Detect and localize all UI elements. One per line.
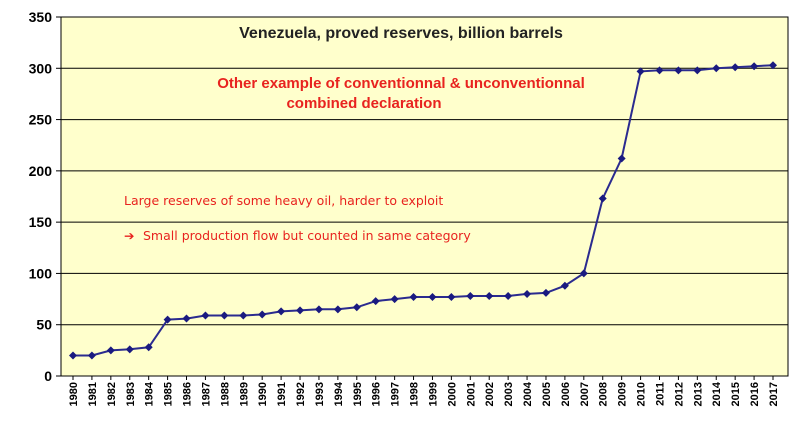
data-point-1989 xyxy=(239,311,248,320)
annotation-note-heavy-oil: Large reserves of some heavy oil, harder… xyxy=(124,193,443,208)
data-point-2016 xyxy=(750,62,759,71)
xtick-label-1991: 1991 xyxy=(276,382,288,406)
annotation-headline-line1: Other example of conventionnal & unconve… xyxy=(217,75,585,92)
xtick-label-1986: 1986 xyxy=(182,382,194,406)
data-point-2012 xyxy=(674,66,683,75)
xtick-label-2007: 2007 xyxy=(579,382,591,406)
xtick-label-1985: 1985 xyxy=(163,382,175,406)
series-markers xyxy=(69,61,777,360)
data-point-1994 xyxy=(333,305,342,314)
xtick-label-1983: 1983 xyxy=(125,382,137,406)
data-point-2001 xyxy=(466,291,475,300)
xtick-label-1998: 1998 xyxy=(409,382,421,406)
ytick-label-100: 100 xyxy=(29,265,53,281)
data-point-1988 xyxy=(220,311,229,320)
data-point-2000 xyxy=(447,293,456,302)
ytick-label-0: 0 xyxy=(44,368,52,384)
gridlines xyxy=(61,67,788,326)
data-point-1991 xyxy=(277,307,286,316)
data-point-2005 xyxy=(541,288,550,297)
xtick-label-2009: 2009 xyxy=(617,382,629,406)
xtick-label-1999: 1999 xyxy=(427,382,439,406)
data-point-2017 xyxy=(769,61,777,70)
xtick-label-2006: 2006 xyxy=(560,382,572,406)
xtick-label-2001: 2001 xyxy=(465,382,477,406)
xtick-label-1989: 1989 xyxy=(238,382,250,406)
ytick-label-250: 250 xyxy=(29,112,53,128)
xtick-label-1987: 1987 xyxy=(200,382,212,406)
xtick-label-2003: 2003 xyxy=(503,382,515,406)
xtick-label-1981: 1981 xyxy=(87,382,99,406)
data-point-1996 xyxy=(371,297,380,306)
plot-area xyxy=(60,16,789,377)
xtick-label-1996: 1996 xyxy=(371,382,383,406)
xtick-label-2008: 2008 xyxy=(598,382,610,406)
xtick-label-2000: 2000 xyxy=(446,382,458,406)
xtick-label-1997: 1997 xyxy=(390,382,402,406)
xtick-label-2016: 2016 xyxy=(749,382,761,406)
data-point-1998 xyxy=(409,293,418,302)
xtick-label-1988: 1988 xyxy=(219,382,231,406)
xtick-label-1994: 1994 xyxy=(333,381,345,406)
data-point-1986 xyxy=(182,314,191,323)
data-point-2009 xyxy=(617,154,626,163)
data-point-1992 xyxy=(296,306,305,315)
chart-title: Venezuela, proved reserves, billion barr… xyxy=(239,25,563,42)
xtick-label-1995: 1995 xyxy=(352,382,364,406)
ytick-label-300: 300 xyxy=(29,60,53,76)
xtick-label-2017: 2017 xyxy=(768,382,780,406)
xtick-label-2010: 2010 xyxy=(636,382,648,406)
data-point-2004 xyxy=(523,289,532,298)
xtick-label-1992: 1992 xyxy=(295,382,307,406)
data-point-2003 xyxy=(504,291,513,300)
data-point-1993 xyxy=(314,305,323,314)
data-point-2002 xyxy=(485,291,494,300)
data-point-1995 xyxy=(352,303,361,312)
xtick-label-1984: 1984 xyxy=(144,381,156,406)
xtick-label-2012: 2012 xyxy=(673,382,685,406)
data-point-1981 xyxy=(87,351,96,360)
data-point-1982 xyxy=(106,346,115,355)
data-point-2007 xyxy=(579,269,588,278)
ytick-label-50: 50 xyxy=(36,317,52,333)
ytick-label-150: 150 xyxy=(29,214,53,230)
data-point-1980 xyxy=(69,351,77,360)
xtick-label-1993: 1993 xyxy=(314,382,326,406)
annotation-note-production-flow: Small production flow but counted in sam… xyxy=(143,228,471,243)
data-point-2010 xyxy=(636,67,645,76)
xtick-label-1980: 1980 xyxy=(68,382,80,406)
data-point-2008 xyxy=(598,194,607,203)
data-point-2006 xyxy=(560,281,569,290)
annotation-headline-line2: combined declaration xyxy=(286,95,441,112)
data-point-2014 xyxy=(712,64,721,73)
data-point-1984 xyxy=(144,343,153,352)
data-point-2013 xyxy=(693,66,702,75)
xtick-label-1982: 1982 xyxy=(106,382,118,406)
data-point-2011 xyxy=(655,66,664,75)
xtick-label-2002: 2002 xyxy=(484,382,496,406)
xtick-label-2011: 2011 xyxy=(654,382,666,406)
xtick-label-2005: 2005 xyxy=(541,382,553,406)
x-axis-ticks: 1980 1981 1982 1983 1984 1985 1986 1987 1988 1989… xyxy=(68,376,780,406)
xtick-label-2004: 2004 xyxy=(522,381,534,406)
ytick-label-350: 350 xyxy=(29,9,53,25)
data-point-2015 xyxy=(731,63,740,72)
data-point-1983 xyxy=(125,345,134,354)
xtick-label-2014: 2014 xyxy=(711,381,723,406)
xtick-label-2013: 2013 xyxy=(692,382,704,406)
data-point-1997 xyxy=(390,295,399,304)
data-point-1990 xyxy=(258,310,267,319)
xtick-label-2015: 2015 xyxy=(730,382,742,406)
data-point-1987 xyxy=(201,311,210,320)
ytick-label-200: 200 xyxy=(29,163,53,179)
data-point-1985 xyxy=(163,315,172,324)
y-axis-ticks: 0 50 100 150 200 250 300 350 xyxy=(29,9,61,384)
arrow-icon: ➔ xyxy=(124,228,134,243)
data-point-1999 xyxy=(428,293,437,302)
xtick-label-1990: 1990 xyxy=(257,382,269,406)
